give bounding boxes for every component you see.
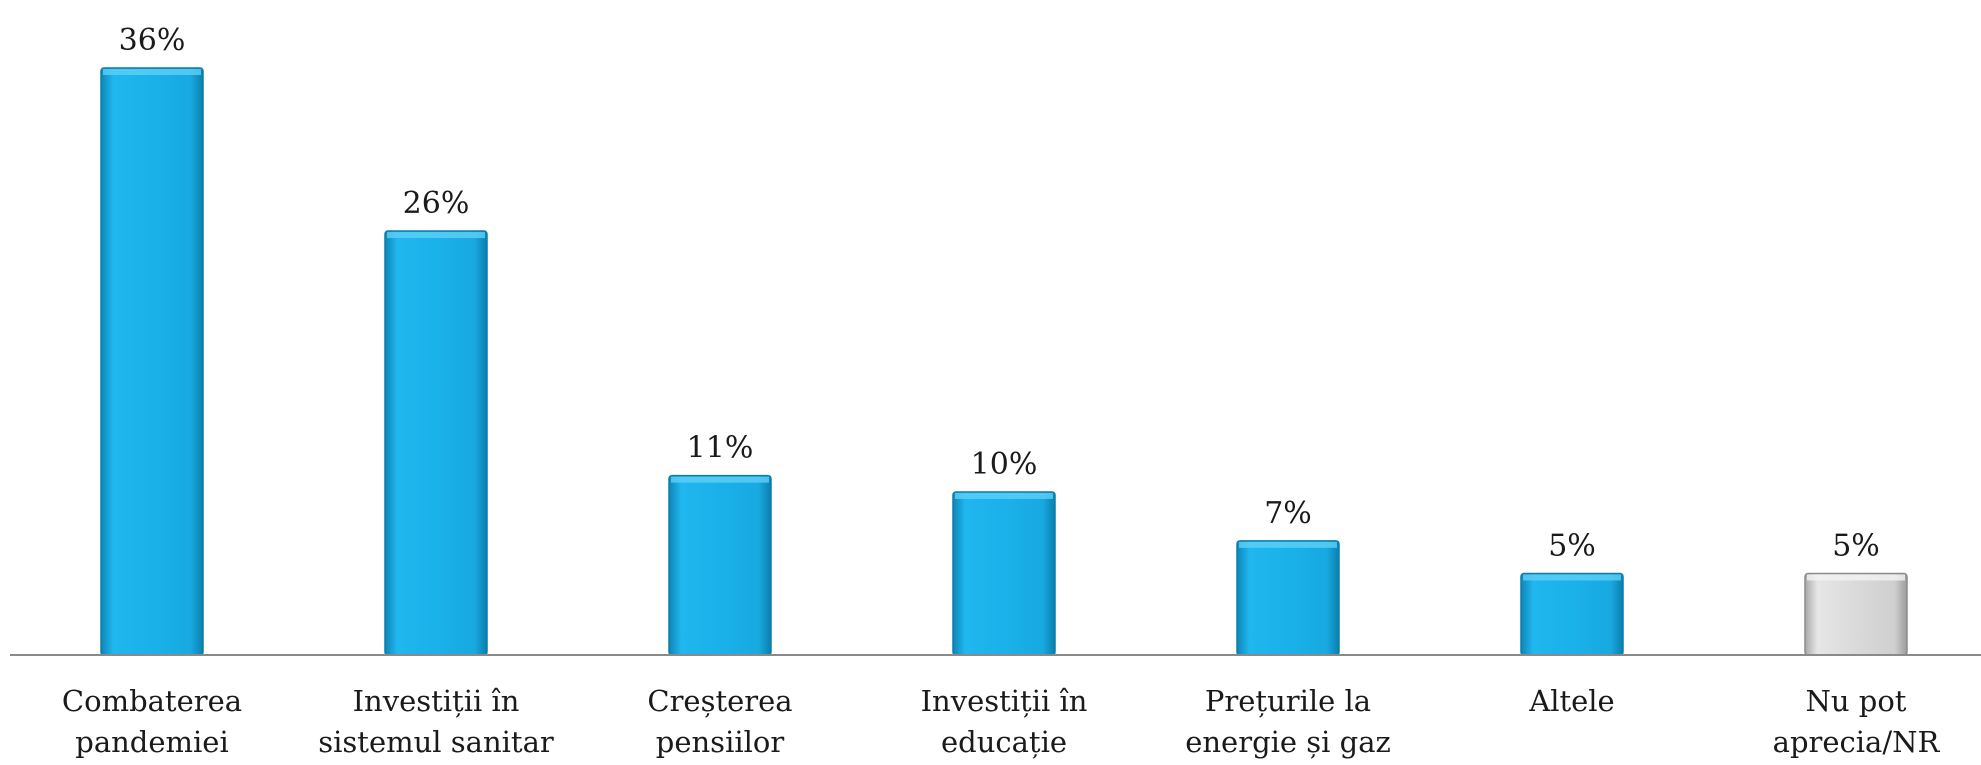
category-label: Creșterea <box>647 684 792 718</box>
category-label: Altele <box>1528 684 1614 718</box>
category-label: pensiilor <box>656 725 785 759</box>
category-label: Nu pot <box>1806 684 1907 718</box>
value-label: 11% <box>687 431 754 466</box>
bar <box>1804 572 1908 656</box>
bar-highlight <box>955 492 1053 499</box>
category-labels-group: Combaterea pandemiei Investiții în sistemul… <box>62 684 1941 759</box>
category-label: Investiții în <box>353 684 520 718</box>
bar-highlight <box>103 69 201 75</box>
bar <box>952 491 1056 656</box>
bar <box>384 230 488 656</box>
category-label: Combaterea <box>62 684 242 718</box>
bar-highlight <box>1523 574 1621 581</box>
value-label: 10% <box>971 447 1038 482</box>
bar <box>1520 572 1624 656</box>
bar <box>668 474 772 656</box>
value-label: 36% <box>119 23 186 58</box>
category-label: educație <box>941 725 1067 759</box>
category-label: pandemiei <box>75 725 228 759</box>
bar <box>1236 540 1340 656</box>
category-label: energie și gaz <box>1185 725 1391 759</box>
bar-highlight <box>671 476 769 483</box>
bar-highlight <box>387 232 485 239</box>
value-label: 5% <box>1832 528 1880 563</box>
value-label: 7% <box>1264 496 1312 531</box>
value-label: 5% <box>1548 528 1596 563</box>
bar <box>100 67 204 656</box>
category-label: aprecia/NR <box>1773 725 1941 759</box>
category-label: sistemul sanitar <box>318 725 554 759</box>
value-label: 26% <box>403 186 470 221</box>
bar-highlight <box>1239 541 1337 548</box>
value-labels-group: 36% 26% 11% 10% 7% 5% 5% <box>119 23 1880 563</box>
bar-highlight <box>1807 574 1905 581</box>
bars-group <box>100 67 1908 656</box>
category-label: Prețurile la <box>1205 684 1371 718</box>
category-label: Investiții în <box>921 684 1088 718</box>
